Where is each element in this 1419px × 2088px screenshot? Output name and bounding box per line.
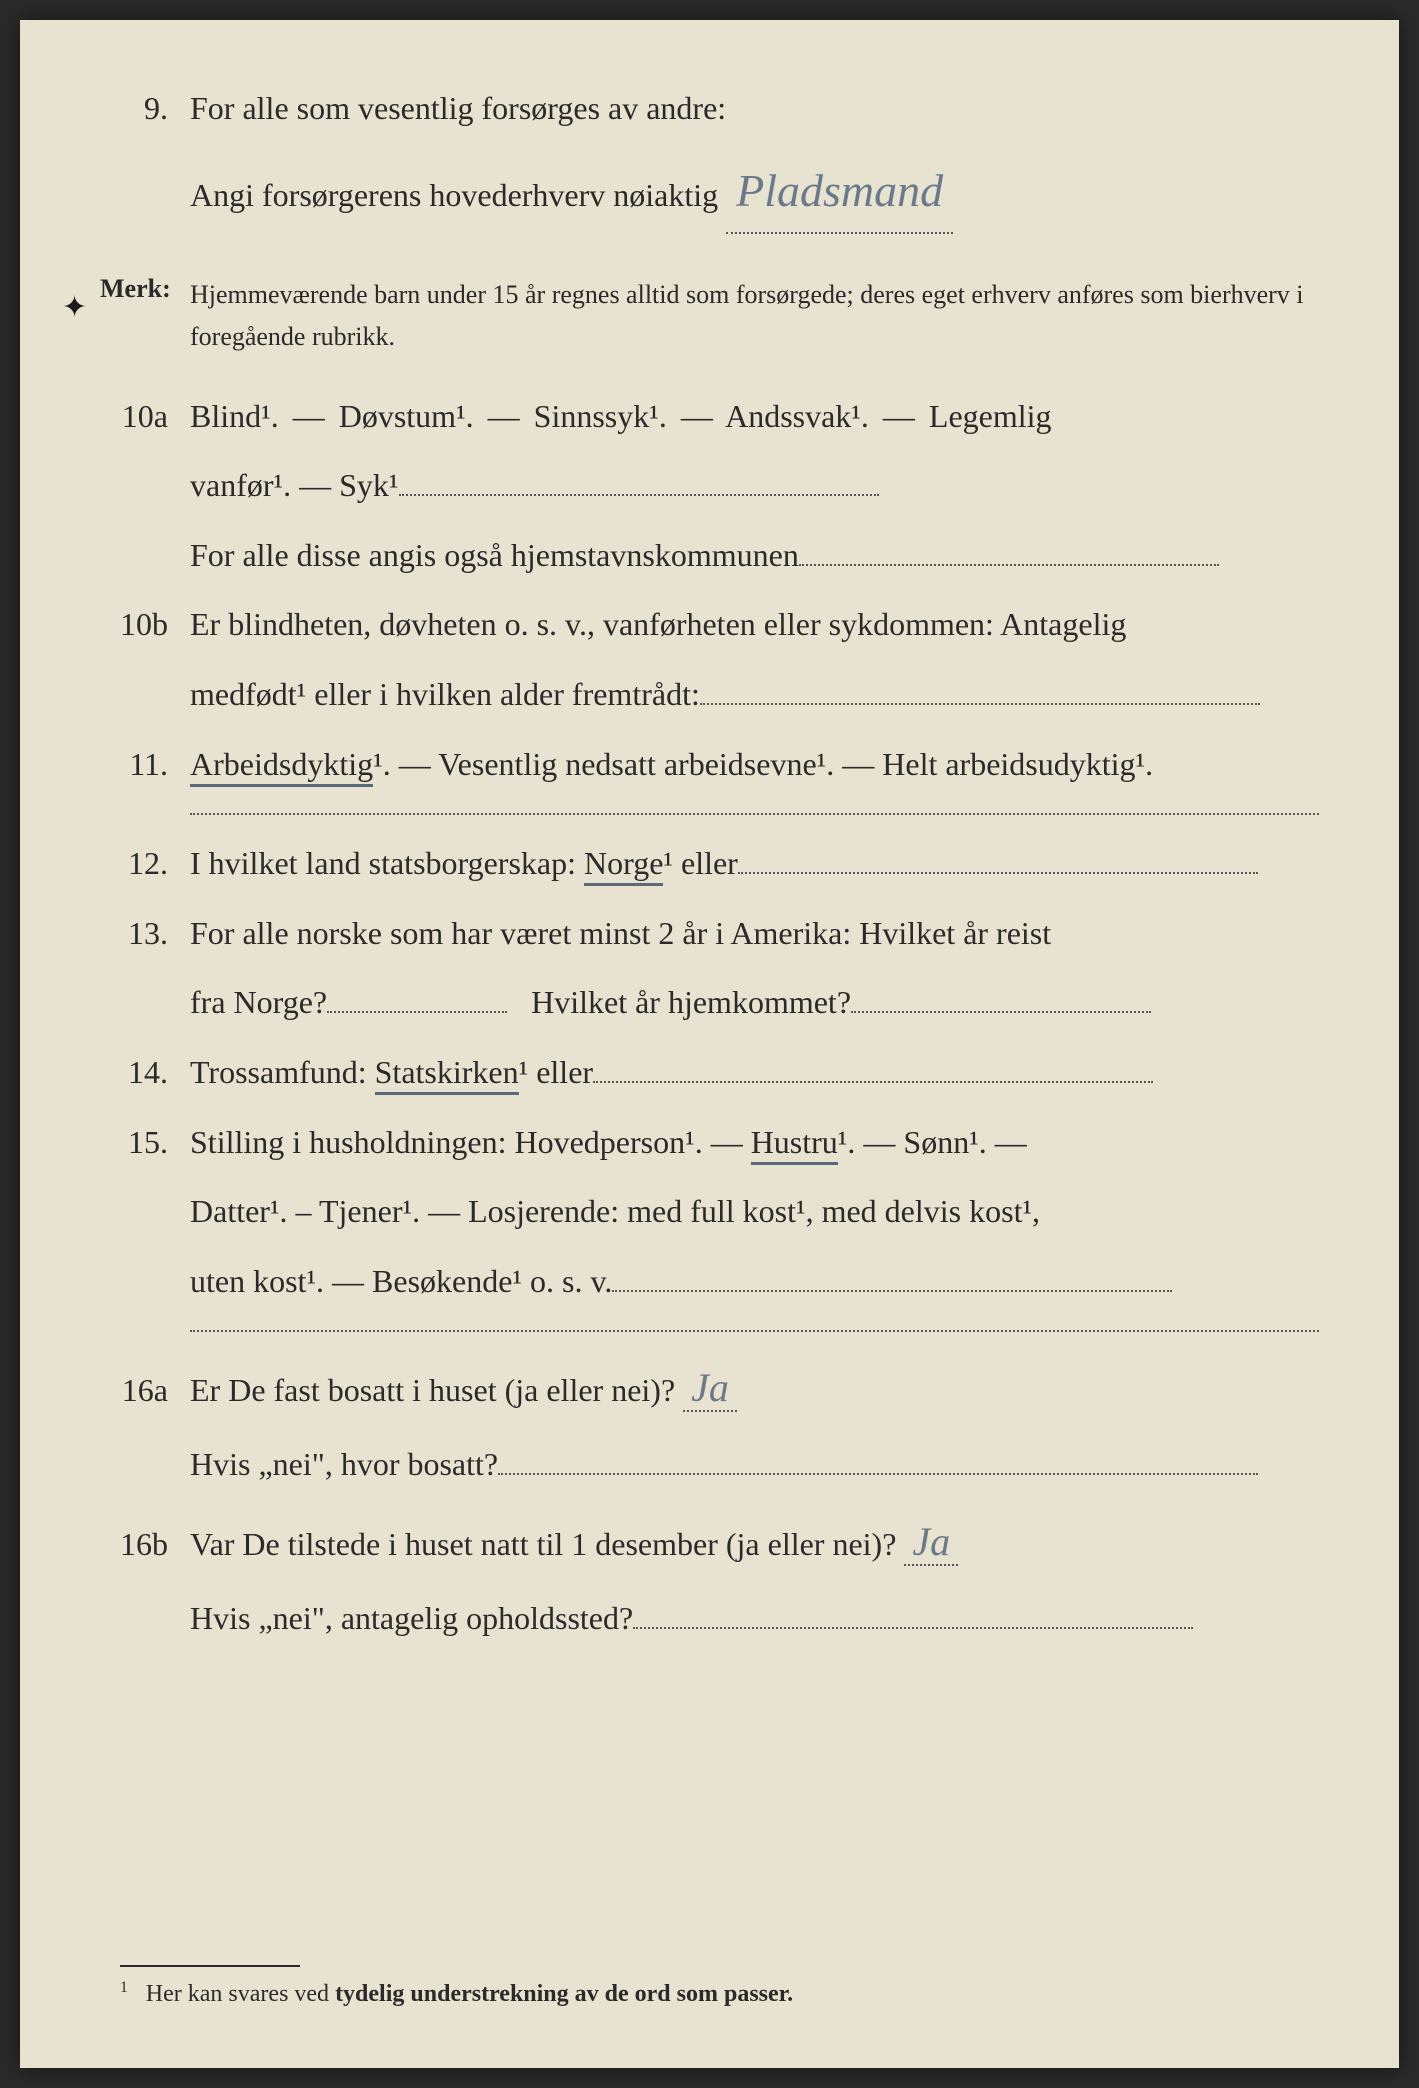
question-13: 13. For alle norske som har været minst … [100, 905, 1319, 963]
q9-number: 9. [100, 80, 190, 138]
q10b-text2: medfødt¹ eller i hvilken alder fremtrådt… [190, 666, 1319, 724]
q16b-content: Var De tilstede i huset natt til 1 desem… [190, 1506, 1319, 1578]
footnote-num: 1 [120, 1979, 128, 1996]
question-16a: 16a Er De fast bosatt i huset (ja eller … [100, 1352, 1319, 1424]
q10a-options: Blind¹. — Døvstum¹. — Sinnssyk¹. — Andss… [190, 388, 1319, 446]
merk-label: Merk: [100, 274, 190, 357]
divider-1 [190, 813, 1319, 815]
question-15: 15. Stilling i husholdningen: Hovedperso… [100, 1114, 1319, 1172]
q12-underlined: Norge [584, 845, 663, 886]
q15-number: 15. [100, 1114, 190, 1172]
census-form-page: ✦ 9. For alle som vesentlig forsørges av… [20, 20, 1399, 2068]
q9-line2: Angi forsørgerens hovederhverv nøiaktig … [190, 150, 1319, 235]
q11-underlined: Arbeidsdyktig [190, 746, 373, 787]
footnote-text: Her kan svares ved tydelig understreknin… [146, 1981, 793, 2007]
q10a-number: 10a [100, 388, 190, 446]
q16a-handwritten: Ja [683, 1365, 737, 1412]
q10a-line3: For alle disse angis også hjemstavnskomm… [190, 527, 1319, 585]
q12-number: 12. [100, 835, 190, 893]
q13-line2: fra Norge? Hvilket år hjemkommet? [190, 974, 1319, 1032]
q15-line2: Datter¹. – Tjener¹. — Losjerende: med fu… [190, 1183, 1319, 1241]
q10b-text1: Er blindheten, døvheten o. s. v., vanfør… [190, 596, 1319, 654]
q15-line3: uten kost¹. — Besøkende¹ o. s. v. [190, 1253, 1319, 1311]
q16b-number: 16b [100, 1516, 190, 1574]
question-10b: 10b Er blindheten, døvheten o. s. v., va… [100, 596, 1319, 654]
q15-line1: Stilling i husholdningen: Hovedperson¹. … [190, 1114, 1319, 1172]
q10b-number: 10b [100, 596, 190, 654]
q9-handwritten-answer: Pladsmand [726, 150, 953, 235]
footnote: 1 Her kan svares ved tydelig understrekn… [120, 1965, 793, 2008]
question-10a: 10a Blind¹. — Døvstum¹. — Sinnssyk¹. — A… [100, 388, 1319, 446]
footnote-rule [120, 1965, 300, 1967]
q11-content: Arbeidsdyktig¹. — Vesentlig nedsatt arbe… [190, 736, 1319, 794]
divider-2 [190, 1330, 1319, 1332]
q14-number: 14. [100, 1044, 190, 1102]
q15-underlined: Hustru [751, 1124, 838, 1165]
question-14: 14. Trossamfund: Statskirken¹ eller [100, 1044, 1319, 1102]
q12-content: I hvilket land statsborgerskap: Norge¹ e… [190, 835, 1319, 893]
q13-line1: For alle norske som har været minst 2 år… [190, 905, 1319, 963]
question-16b: 16b Var De tilstede i huset natt til 1 d… [100, 1506, 1319, 1578]
q14-underlined: Statskirken [375, 1054, 519, 1095]
q9-line1: For alle som vesentlig forsørges av andr… [190, 80, 1319, 138]
q16b-handwritten: Ja [904, 1519, 958, 1566]
q16a-content: Er De fast bosatt i huset (ja eller nei)… [190, 1352, 1319, 1424]
q14-content: Trossamfund: Statskirken¹ eller [190, 1044, 1319, 1102]
question-9: 9. For alle som vesentlig forsørges av a… [100, 80, 1319, 234]
q16b-line2: Hvis „nei", antagelig opholdssted? [190, 1590, 1319, 1648]
q13-number: 13. [100, 905, 190, 963]
merk-text: Hjemmeværende barn under 15 år regnes al… [190, 274, 1319, 357]
ink-mark: ✦ [62, 290, 87, 325]
q11-number: 11. [100, 736, 190, 794]
q16a-line2: Hvis „nei", hvor bosatt? [190, 1436, 1319, 1494]
q16a-number: 16a [100, 1362, 190, 1420]
q10a-options2: vanfør¹. — Syk¹ [190, 457, 1319, 515]
question-11: 11. Arbeidsdyktig¹. — Vesentlig nedsatt … [100, 736, 1319, 794]
merk-note: Merk: Hjemmeværende barn under 15 år reg… [100, 274, 1319, 357]
question-12: 12. I hvilket land statsborgerskap: Norg… [100, 835, 1319, 893]
